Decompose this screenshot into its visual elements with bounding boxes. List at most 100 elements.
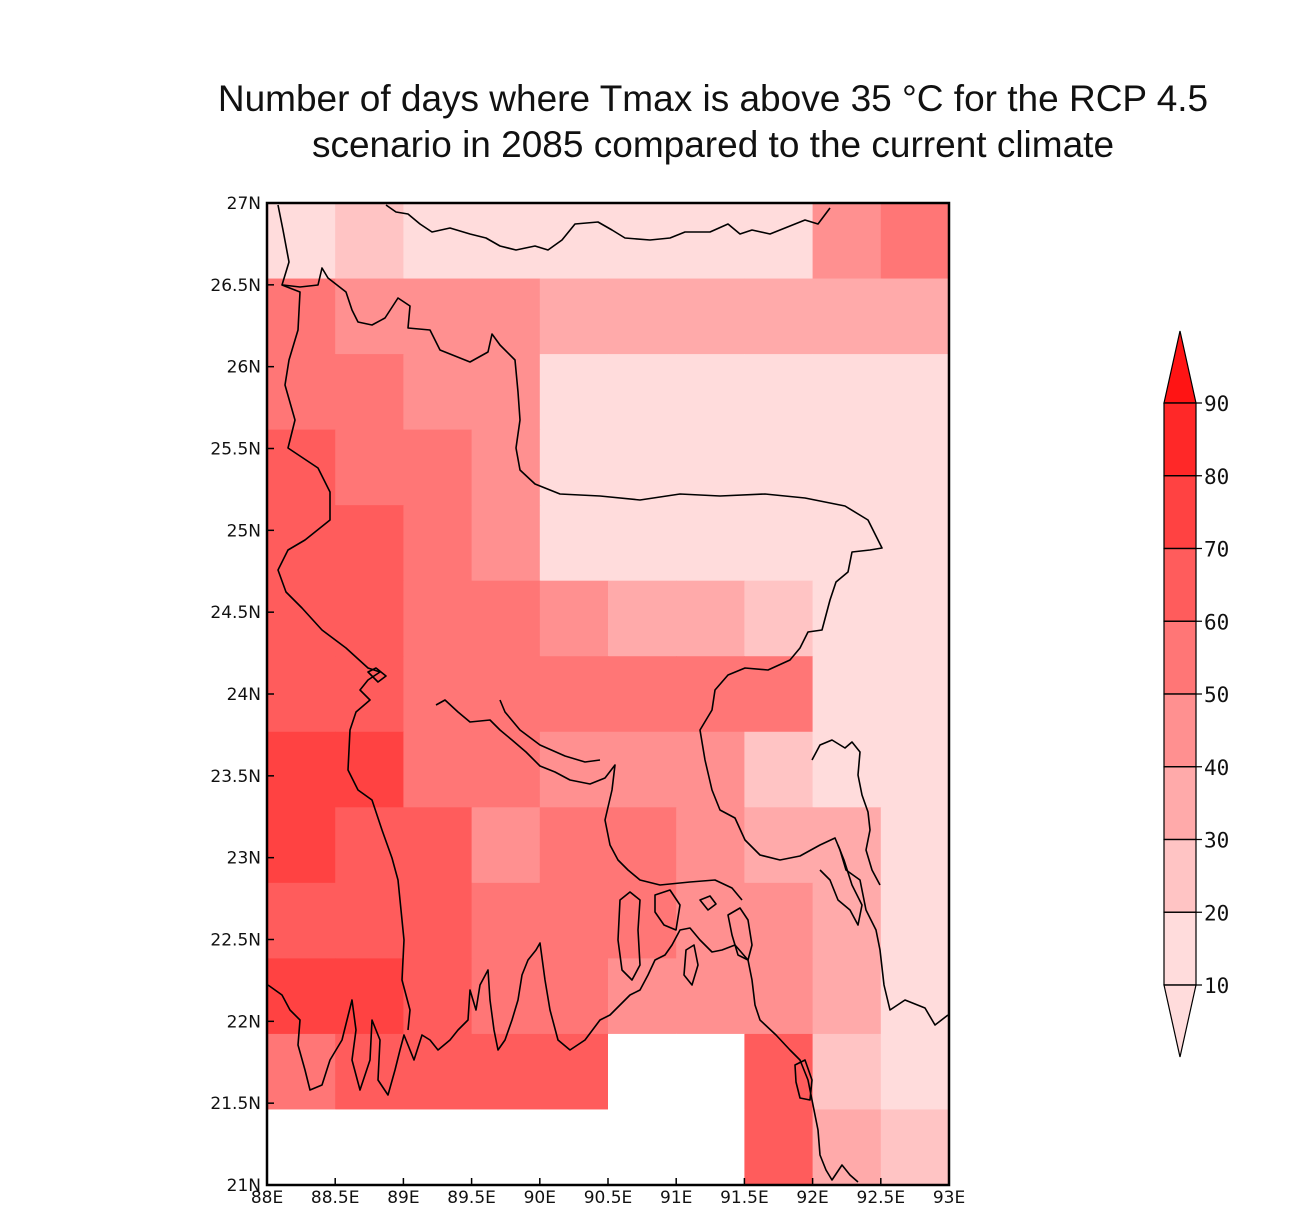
grid-cell: [267, 882, 336, 959]
grid-cell: [471, 731, 541, 808]
grid-cell: [744, 958, 814, 1035]
grid-cell: [744, 354, 814, 431]
grid-cell: [403, 731, 473, 808]
colorbar-label: 10: [1204, 974, 1229, 998]
y-tick-label: 25.5N: [210, 440, 261, 460]
grid-cell: [335, 429, 404, 506]
x-tick-label: 90.5E: [584, 1188, 633, 1208]
grid-cell: [471, 656, 541, 733]
island-shape-3: [727, 907, 753, 961]
colorbar-extend-bottom: [1163, 984, 1197, 1058]
colorbar-box: [1163, 838, 1197, 913]
grid-cell: [880, 278, 950, 355]
y-tick-label: 26.5N: [210, 276, 261, 296]
grid-cell: [471, 1033, 541, 1111]
island-shape-1: [617, 891, 641, 981]
x-tick-label: 89.5E: [447, 1188, 496, 1208]
y-tick-label: 21.5N: [210, 1094, 261, 1114]
x-tick-label: 88.5E: [311, 1188, 360, 1208]
colorbar-box: [1163, 766, 1197, 841]
grid-cell: [539, 656, 609, 733]
x-tick-label: 89E: [387, 1188, 419, 1208]
colorbar-label: 20: [1204, 901, 1229, 925]
island-shape-5: [683, 944, 699, 986]
grid-cell: [880, 203, 950, 280]
grid-cell: [676, 807, 745, 884]
x-tick-label: 90E: [524, 1188, 556, 1208]
grid-cell: [812, 278, 882, 355]
grid-cell: [744, 278, 814, 355]
grid-cell: [880, 429, 950, 506]
grid-cell: [335, 505, 404, 582]
grid-cell: [471, 203, 541, 280]
grid-cell: [471, 882, 541, 959]
grid-cell: [744, 882, 814, 959]
grid-cell: [676, 656, 745, 733]
grid-cell: [403, 656, 473, 733]
grid-cell: [539, 882, 609, 959]
grid-cell: [539, 1109, 609, 1186]
grid-cell: [880, 958, 950, 1035]
grid-cell: [267, 278, 336, 355]
river-line: [435, 699, 743, 901]
colorbar-box: [1163, 693, 1197, 768]
grid-cell: [335, 278, 404, 355]
colorbar-label: 40: [1204, 756, 1229, 780]
chittagong-hills-line: [819, 844, 863, 926]
grid-cell: [812, 429, 882, 506]
grid-cell: [471, 505, 541, 582]
grid-cell: [335, 807, 404, 884]
x-tick-label: 92.5E: [857, 1188, 906, 1208]
grid-cell: [267, 580, 336, 657]
grid-cell: [471, 429, 541, 506]
x-tick-label: 93E: [933, 1188, 965, 1208]
grid-cell: [812, 656, 882, 733]
grid-cell: [608, 429, 677, 506]
grid-cell: [335, 1109, 404, 1186]
east-border-line: [811, 739, 881, 886]
colorbar-label: 90: [1204, 392, 1229, 416]
grid-cell: [608, 958, 677, 1035]
grid-cell: [403, 882, 473, 959]
grid-cell: [676, 580, 745, 657]
grid-cell: [539, 958, 609, 1035]
grid-cell: [812, 505, 882, 582]
grid-cell: [676, 882, 745, 959]
colorbar-box: [1163, 547, 1197, 622]
x-tick-label: 91.5E: [720, 1188, 769, 1208]
grid-cell: [539, 807, 609, 884]
grid-cell: [471, 278, 541, 355]
colorbar-box: [1163, 911, 1197, 986]
colorbar-label: 50: [1204, 683, 1229, 707]
grid-cell: [471, 958, 541, 1035]
grid-cell: [335, 731, 404, 808]
grid-cell: [267, 354, 336, 431]
grid-cell: [880, 505, 950, 582]
grid-cell: [335, 203, 404, 280]
grid-cell: [267, 731, 336, 808]
y-tick-label: 22N: [227, 1012, 261, 1032]
grid-cell: [403, 278, 473, 355]
y-tick-label: 22.5N: [210, 931, 261, 951]
island-shape-4: [699, 895, 717, 911]
grid-cell: [471, 580, 541, 657]
axes: 88E 88.5E 89E 89.5E 90E 90.5E 91E 91.5E 92E 92.5E…: [210, 194, 965, 1208]
grid-cell: [335, 656, 404, 733]
grid-cell: [403, 505, 473, 582]
grid-cell: [676, 278, 745, 355]
grid-cell: [267, 807, 336, 884]
island-shape-6: [794, 1059, 813, 1101]
grid-cell: [335, 1033, 404, 1111]
grid-cell: [744, 731, 814, 808]
grid-cell: [539, 580, 609, 657]
grid-cell: [267, 1033, 336, 1111]
top-border-line: [385, 204, 831, 251]
grid-cell: [744, 429, 814, 506]
grid-cell: [403, 429, 473, 506]
grid-cell: [880, 1033, 950, 1111]
grid-cell: [335, 580, 404, 657]
y-tick-label: 23.5N: [210, 767, 261, 787]
y-tick-label: 24.5N: [210, 603, 261, 623]
grid-cell: [812, 731, 882, 808]
grid-cell: [471, 354, 541, 431]
